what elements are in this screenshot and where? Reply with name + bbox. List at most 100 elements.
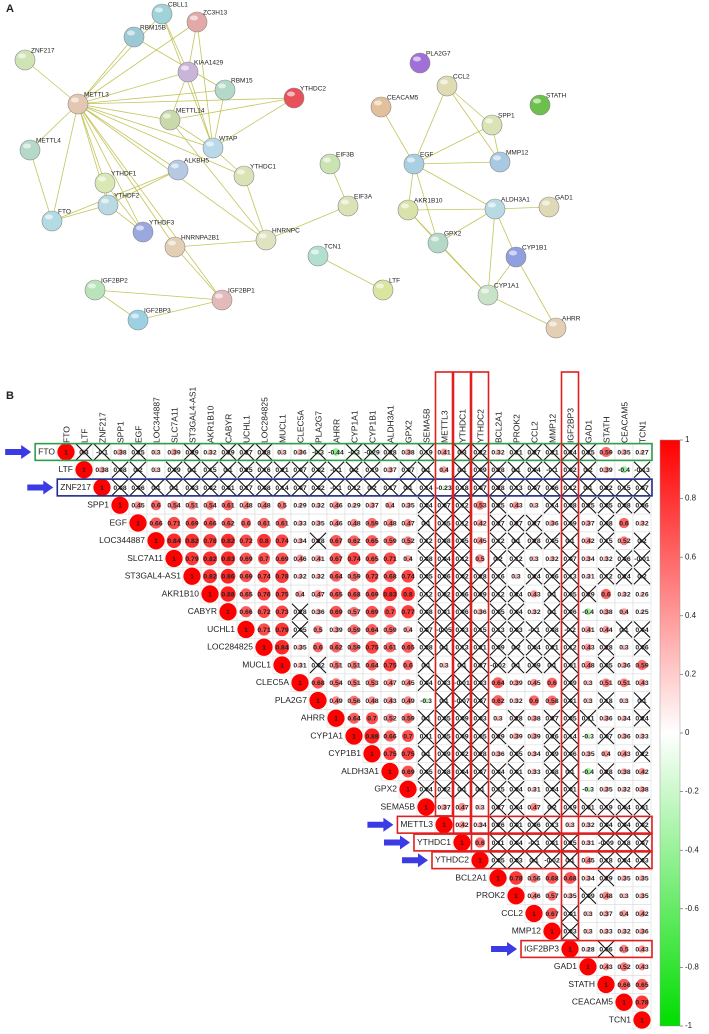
insignificant-cross (507, 479, 525, 496)
correlation-label: 0.52 (617, 964, 630, 971)
correlation-dot (276, 552, 288, 565)
correlation-label: 0.32 (617, 929, 630, 936)
correlation-label: 0.3 (151, 449, 161, 456)
correlation-dot (315, 573, 321, 580)
row-label: EGF (110, 517, 127, 527)
correlation-label: 0.3 (583, 929, 593, 936)
colorbar-tick-label: -0.8 (685, 963, 699, 972)
insignificant-cross (309, 479, 327, 496)
correlation-label: 0.34 (581, 875, 594, 882)
edge (265, 205, 349, 241)
insignificant-cross (453, 479, 471, 496)
correlation-label: 0.31 (581, 840, 594, 847)
correlation-label: 0.74 (401, 574, 414, 581)
insignificant-cross (453, 585, 471, 603)
insignificant-cross (183, 443, 201, 461)
insignificant-cross (561, 603, 579, 621)
node-label: YTHDC1 (250, 164, 276, 171)
insignificant-cross (489, 461, 507, 479)
correlation-dot (147, 532, 165, 550)
correlation-dot (476, 519, 484, 527)
correlation-label: 1 (442, 822, 446, 829)
correlation-label: 0.38 (401, 449, 414, 456)
correlation-label: 0.3 (439, 662, 449, 669)
insignificant-cross (435, 514, 453, 532)
insignificant-cross (471, 567, 489, 585)
correlation-label: -0.23 (436, 485, 452, 492)
correlation-label: 0.29 (347, 503, 360, 510)
edge (243, 175, 267, 241)
correlation-label: 0.65 (329, 591, 342, 598)
correlation-dot (111, 496, 129, 514)
node-label: YTHDF1 (111, 171, 137, 178)
correlation-label: 0.57 (545, 893, 558, 900)
correlation-label: 0.51 (329, 662, 342, 669)
insignificant-cross (399, 461, 417, 479)
row-label: MUCL1 (242, 659, 271, 669)
node-label: METTL4 (36, 138, 61, 145)
correlation-label: 0.72 (257, 609, 270, 616)
correlation-dot (600, 588, 612, 600)
node-label: CEACAM5 (387, 95, 419, 102)
correlation-dot (220, 568, 236, 584)
edge (317, 255, 384, 291)
correlation-dot (366, 623, 378, 636)
correlation-dot (257, 569, 271, 583)
correlation-label: 0.66 (149, 520, 162, 527)
correlation-label: 0.61 (275, 520, 288, 527)
correlation-label: 0.47 (311, 591, 324, 598)
correlation-label: 0.36 (293, 449, 306, 456)
correlation-dot (366, 552, 378, 565)
edge (51, 169, 179, 222)
correlation-label: 0.38 (95, 467, 108, 474)
correlation-dot (513, 573, 519, 579)
correlation-label: 0.65 (635, 982, 648, 989)
correlation-label: 0.39 (329, 627, 342, 634)
correlation-label: -0.44 (328, 449, 344, 456)
edge (174, 246, 223, 301)
column-label: CABYR (223, 414, 233, 443)
insignificant-cross (471, 621, 489, 638)
node-shine (493, 155, 501, 161)
column-label: MMP12 (547, 413, 557, 443)
correlation-dot (332, 519, 340, 527)
correlation-dot (134, 501, 142, 510)
insignificant-cross (417, 567, 435, 585)
node-label: HNRNPA2B1 (181, 235, 220, 242)
correlation-label: 1 (316, 698, 320, 705)
insignificant-cross (579, 496, 597, 514)
correlation-label: 0.72 (365, 574, 378, 581)
node-label: STATH (546, 93, 567, 100)
correlation-label: 0.78 (635, 1000, 648, 1007)
edge (24, 59, 79, 105)
correlation-label: -0.4 (618, 467, 630, 474)
insignificant-cross (417, 461, 435, 479)
correlation-label: 0.6 (241, 520, 251, 527)
edge (77, 103, 171, 121)
correlation-dot (348, 535, 360, 547)
column-label: CYP1A1 (349, 410, 359, 443)
correlation-label: 0.67 (329, 538, 342, 545)
correlation-label: 0.47 (455, 804, 468, 811)
correlation-label: 0.4 (601, 751, 611, 758)
insignificant-cross (363, 479, 381, 496)
insignificant-cross (525, 532, 543, 550)
correlation-label: 0.82 (221, 538, 234, 545)
correlation-dot (385, 518, 395, 528)
correlation-label: 1 (190, 574, 194, 581)
node-label: ALDH3A1 (501, 197, 530, 204)
correlation-label: 0.32 (203, 449, 216, 456)
edge (174, 239, 267, 248)
edge (29, 149, 53, 222)
correlation-label: 0.46 (527, 893, 540, 900)
correlation-dot (530, 590, 538, 598)
insignificant-cross (291, 479, 309, 496)
insignificant-cross (417, 496, 435, 514)
insignificant-cross (417, 585, 435, 603)
correlation-label: 1 (622, 1000, 626, 1007)
insignificant-cross (345, 479, 363, 496)
correlation-label: 0.51 (347, 662, 360, 669)
correlation-dot (240, 570, 252, 583)
insignificant-cross (255, 461, 273, 479)
correlation-label: 0.8 (259, 538, 269, 545)
